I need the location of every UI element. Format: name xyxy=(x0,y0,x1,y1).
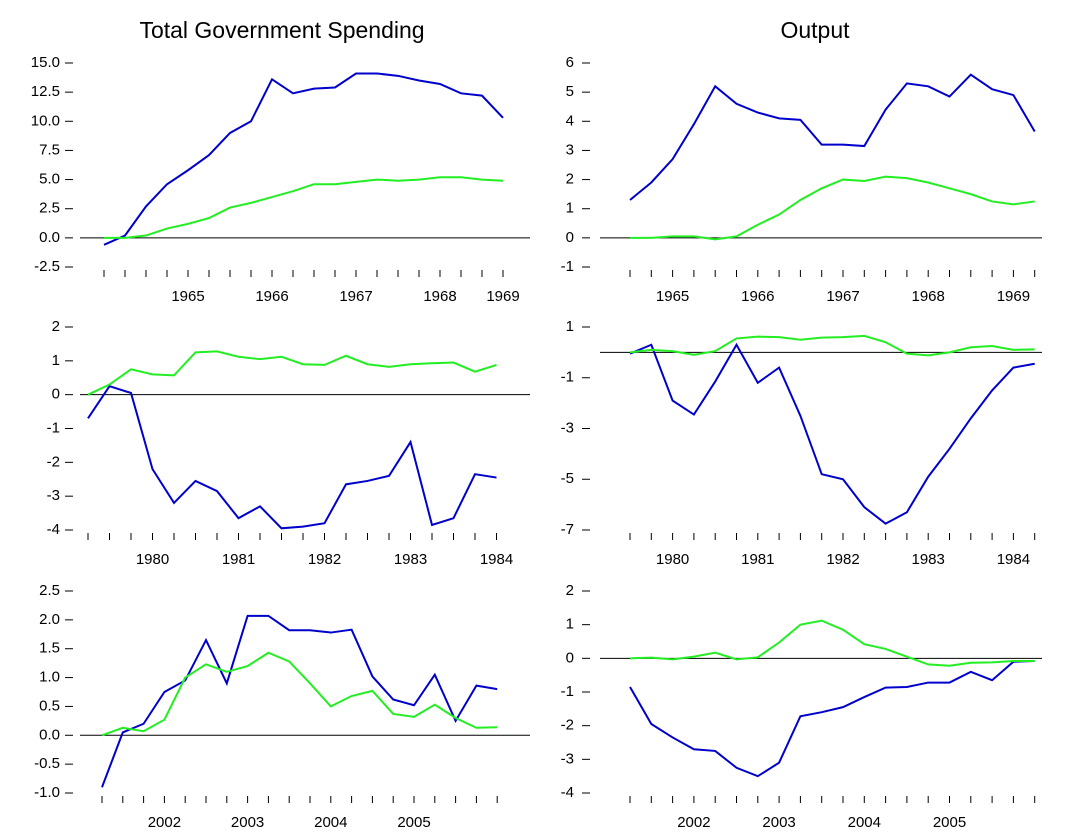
x-tick-label: 2003 xyxy=(762,814,795,831)
x-tick-label: 1965 xyxy=(656,288,689,305)
y-tick-label: 2 xyxy=(566,582,574,599)
y-tick-label: -7 xyxy=(561,521,574,538)
y-tick-label: -3 xyxy=(561,750,574,767)
x-tick-label: 1982 xyxy=(826,551,859,568)
x-tick-label: 1969 xyxy=(997,288,1030,305)
x-tick-label: 1981 xyxy=(741,551,774,568)
x-tick-label: 2003 xyxy=(231,814,264,831)
x-tick-label: 1967 xyxy=(339,288,372,305)
y-tick-label: 1 xyxy=(566,616,574,633)
series-line xyxy=(629,334,1035,357)
y-tick-label: -1 xyxy=(561,258,574,275)
x-tick-label: 1980 xyxy=(656,551,689,568)
y-tick-label: -1 xyxy=(561,683,574,700)
y-tick-label: 1 xyxy=(566,200,574,217)
y-tick-label: -2.5 xyxy=(34,258,60,275)
chart-title: Output xyxy=(780,17,850,43)
x-tick-label: 1966 xyxy=(255,288,288,305)
y-tick-label: -3 xyxy=(47,487,60,504)
series-line xyxy=(101,651,498,737)
x-tick-label: 1983 xyxy=(394,551,427,568)
x-tick-label: 2004 xyxy=(848,814,881,831)
y-tick-label: 0 xyxy=(566,649,574,666)
y-tick-label: 0.0 xyxy=(39,229,60,246)
y-tick-label: 2 xyxy=(52,318,60,335)
y-tick-label: 4 xyxy=(566,112,574,129)
series-line xyxy=(103,72,504,246)
y-tick-label: 0.5 xyxy=(39,697,60,714)
y-tick-label: 2 xyxy=(566,171,574,188)
y-tick-label: 12.5 xyxy=(31,83,60,100)
x-tick-label: 1982 xyxy=(308,551,341,568)
x-tick-label: 1967 xyxy=(826,288,859,305)
y-tick-label: -3 xyxy=(561,419,574,436)
y-tick-label: 2.0 xyxy=(39,611,60,628)
series-line xyxy=(629,342,1035,525)
y-tick-label: 3 xyxy=(566,141,574,158)
y-tick-label: 7.5 xyxy=(39,141,60,158)
x-tick-label: 1968 xyxy=(423,288,456,305)
y-tick-label: -4 xyxy=(561,784,574,801)
y-tick-label: 5 xyxy=(566,83,574,100)
y-tick-label: 0 xyxy=(566,229,574,246)
series-line xyxy=(87,385,497,530)
x-tick-label: 2005 xyxy=(397,814,430,831)
series-line xyxy=(629,73,1036,201)
y-tick-label: 6 xyxy=(566,54,574,71)
x-tick-label: 1966 xyxy=(741,288,774,305)
x-tick-label: 2002 xyxy=(677,814,710,831)
y-tick-label: 10.0 xyxy=(31,112,60,129)
y-tick-label: -2 xyxy=(47,453,60,470)
series-line xyxy=(629,660,1035,778)
y-tick-label: 1.0 xyxy=(39,669,60,686)
x-tick-label: 1980 xyxy=(136,551,169,568)
y-tick-label: 2.5 xyxy=(39,200,60,217)
x-tick-label: 1984 xyxy=(997,551,1030,568)
x-tick-label: 2004 xyxy=(314,814,347,831)
y-tick-label: -5 xyxy=(561,470,574,487)
y-tick-label: -1 xyxy=(561,369,574,386)
x-tick-label: 1984 xyxy=(480,551,513,568)
y-tick-label: 0 xyxy=(52,386,60,403)
x-tick-label: 1965 xyxy=(171,288,204,305)
x-tick-label: 1968 xyxy=(912,288,945,305)
y-tick-label: -2 xyxy=(561,717,574,734)
series-line xyxy=(630,175,1035,241)
y-tick-label: -1.0 xyxy=(34,784,60,801)
series-line xyxy=(101,614,498,788)
y-tick-label: 1.5 xyxy=(39,640,60,657)
y-tick-label: -4 xyxy=(47,521,60,538)
y-tick-label: 2.5 xyxy=(39,582,60,599)
x-tick-label: 1983 xyxy=(912,551,945,568)
y-tick-label: 1 xyxy=(52,352,60,369)
x-tick-label: 1981 xyxy=(222,551,255,568)
y-tick-label: 5.0 xyxy=(39,171,60,188)
y-tick-label: -0.5 xyxy=(34,755,60,772)
y-tick-label: 15.0 xyxy=(31,54,60,71)
x-tick-label: 1969 xyxy=(486,288,519,305)
series-line xyxy=(629,619,1035,667)
x-tick-label: 2005 xyxy=(933,814,966,831)
y-tick-label: -1 xyxy=(47,419,60,436)
y-tick-label: 1 xyxy=(566,318,574,335)
y-tick-label: 0.0 xyxy=(39,726,60,743)
series-line xyxy=(104,176,504,239)
chart-title: Total Government Spending xyxy=(139,17,424,43)
x-tick-label: 2002 xyxy=(148,814,181,831)
series-line xyxy=(87,350,497,396)
